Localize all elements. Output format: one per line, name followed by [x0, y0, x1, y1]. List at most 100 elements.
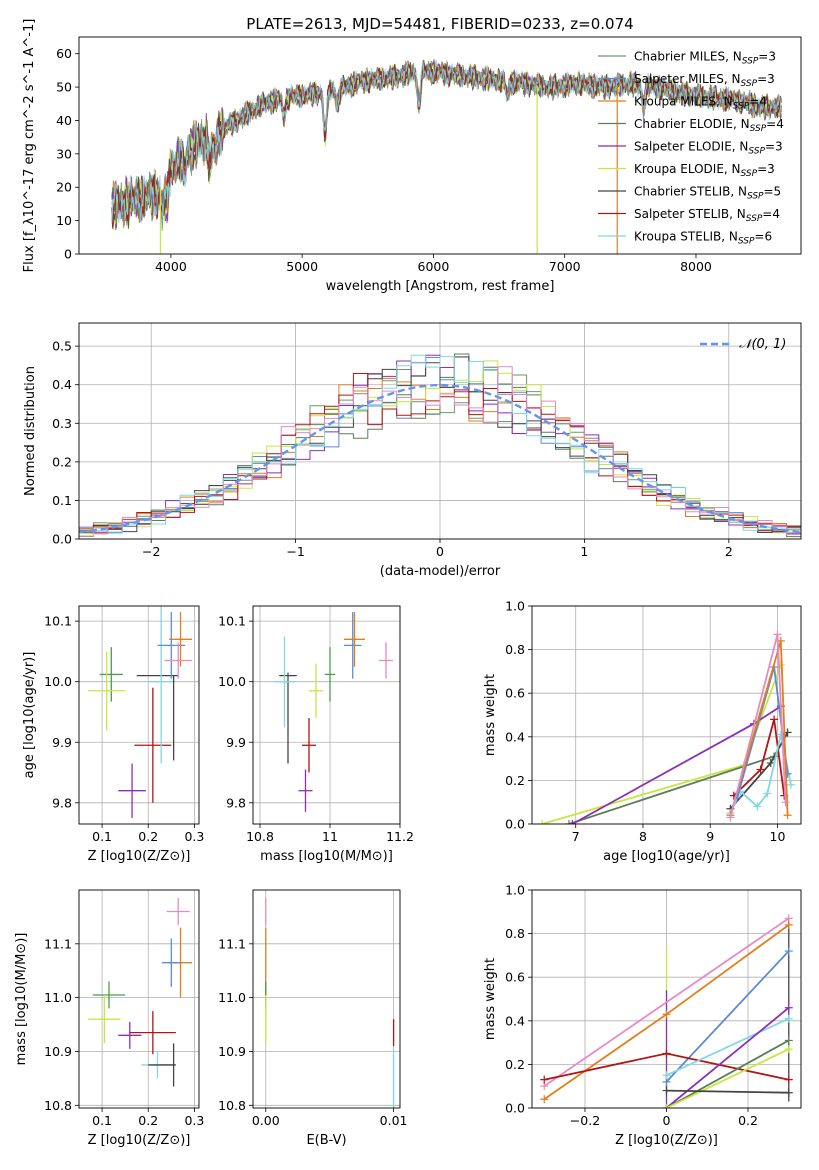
plot-mass-vs-Z — [88, 898, 193, 1087]
weight-marker — [662, 1049, 671, 1058]
x-axis-label: Z [log10(Z/Z⊙)] — [88, 849, 191, 864]
legend-subscript: SSP — [746, 214, 763, 224]
x-tick-label: 4000 — [155, 259, 187, 274]
legend-subscript: SSP — [733, 102, 750, 112]
legend-subscript: SSP — [747, 192, 764, 202]
errorbar-point — [129, 1011, 176, 1055]
x-tick-label: 0 — [436, 544, 444, 559]
x-tick-label: 8000 — [680, 259, 712, 274]
legend-value: =6 — [754, 230, 772, 244]
x-tick-label: 0.2 — [138, 829, 158, 844]
legend-value: =3 — [757, 162, 775, 176]
weight-marker — [726, 813, 735, 822]
legend-subscript: SSP — [741, 79, 758, 89]
weight-marker — [766, 758, 775, 767]
axes-frame — [252, 889, 401, 1109]
x-tick-label: 7 — [572, 829, 580, 844]
errorbar-point — [166, 898, 190, 925]
plot-residuals — [79, 353, 801, 538]
errorbar-point — [92, 981, 126, 1009]
weight-series — [666, 1089, 789, 1094]
errorbar-point — [344, 612, 365, 667]
y-tick-label: 1.0 — [505, 599, 525, 614]
legend-label: Kroupa ELODIE, NSSP=3 — [634, 162, 775, 179]
y-tick-label: 0.0 — [52, 532, 72, 547]
legend-value: =4 — [749, 95, 767, 109]
weight-marker — [783, 811, 792, 820]
axes-mass-vs-EBV: 0.00 0.01 10.8 10.9 11.0 11.1 E(B-V) — [218, 889, 408, 1148]
y-tick-label: 11.1 — [218, 936, 246, 951]
axes-frame — [78, 322, 802, 540]
x-tick-label: 0.00 — [252, 1113, 280, 1128]
y-tick-label: 0.0 — [505, 1101, 525, 1116]
x-tick-label: 0.1 — [92, 1113, 112, 1128]
y-tick-label: 0.6 — [505, 970, 525, 985]
axes-age-vs-mass: 10.8 11 11.2 9.8 9.9 10.0 10.1 mass [log10(M/M⊙… — [218, 605, 414, 864]
axes-weight-vs-age: 7 8 9 10 0.0 0.2 0.4 0.6 0.8 1.0 age [log10(age/yr… — [483, 599, 802, 864]
weight-marker — [784, 1088, 793, 1097]
x-tick-label: 0 — [663, 1113, 671, 1128]
x-axis-label: wavelength [Angstrom, rest frame] — [326, 279, 555, 294]
weight-marker — [538, 820, 547, 824]
histogram-series — [79, 354, 801, 534]
x-tick-label: 6000 — [418, 259, 450, 274]
legend-label-text: Chabrier STELIB, N — [634, 185, 747, 199]
legend-subscript: SSP — [750, 124, 767, 134]
x-tick-label: 7000 — [549, 259, 581, 274]
legend-label: Chabrier ELODIE, NSSP=4 — [634, 117, 784, 134]
errorbar-point — [298, 769, 313, 812]
y-tick-label: 0 — [64, 247, 72, 262]
axes-weight-vs-Z: −0.2 0 0.2 0.0 0.2 0.4 0.6 0.8 1.0 Z [log10(Z/Z⊙)… — [483, 883, 802, 1148]
plot-mass-vs-EBV — [265, 898, 395, 1108]
x-tick-label: 10.8 — [246, 829, 274, 844]
y-tick-label: 10.1 — [44, 614, 72, 629]
axes-frame — [531, 889, 802, 1109]
weight-marker — [540, 1075, 549, 1084]
x-tick-label: 0.1 — [92, 829, 112, 844]
y-axis-label: age [log10(age/yr)] — [22, 652, 37, 779]
y-tick-label: 10 — [56, 213, 72, 228]
x-tick-label: 5000 — [286, 259, 318, 274]
weight-marker — [753, 802, 762, 811]
weight-marker — [784, 1075, 793, 1084]
y-tick-label: 0.6 — [505, 686, 525, 701]
legend-subscript: SSP — [748, 147, 765, 157]
axes-mass-vs-Z: 0.1 0.2 0.3 10.8 10.9 11.0 11.1 Z [log10(Z/Z⊙)]… — [14, 889, 204, 1148]
legend-label-text: Chabrier ELODIE, N — [634, 117, 750, 131]
y-tick-label: 0.4 — [52, 377, 72, 392]
y-tick-label: 1.0 — [505, 883, 525, 898]
y-tick-label: 11.0 — [44, 990, 72, 1005]
y-axis-label: mass [log10(M/M⊙)] — [14, 933, 29, 1066]
errorbar-point — [379, 642, 393, 679]
y-tick-label: 0.8 — [505, 642, 525, 657]
axes-frame — [78, 605, 200, 825]
legend-label-text: Salpeter MILES, N — [634, 72, 741, 86]
legend-value: =3 — [757, 72, 775, 86]
errorbar-point — [118, 1021, 142, 1049]
legend-subscript: SSP — [742, 57, 759, 67]
errorbar-point — [324, 647, 336, 702]
y-axis-label: Flux [f_λ10^-17 erg cm^-2 s^-1 A^-1] — [22, 19, 37, 273]
weight-series — [666, 1039, 790, 1108]
spectrum-line — [111, 59, 782, 224]
errorbar-point — [344, 612, 362, 679]
y-tick-label: 0.2 — [52, 454, 72, 469]
y-tick-label: 11.0 — [218, 990, 246, 1005]
y-tick-label: 0.3 — [52, 416, 72, 431]
x-tick-label: 11 — [322, 829, 338, 844]
legend-label-text: Kroupa ELODIE, N — [634, 162, 741, 176]
x-tick-label: −2 — [142, 544, 160, 559]
legend-subscript: SSP — [738, 237, 755, 247]
figure-title: PLATE=2613, MJD=54481, FIBERID=0233, z=0… — [246, 15, 633, 33]
legend-label: Salpeter MILES, NSSP=3 — [634, 72, 775, 89]
y-tick-label: 9.8 — [52, 795, 72, 810]
y-tick-label: 10.8 — [44, 1098, 72, 1113]
x-tick-label: 11.2 — [386, 829, 414, 844]
errorbar-point — [302, 718, 316, 773]
y-tick-label: 10.8 — [218, 1098, 246, 1113]
errorbar-point — [309, 663, 323, 719]
plot-age-vs-Z — [88, 606, 193, 818]
x-tick-label: 0.2 — [738, 1113, 758, 1128]
y-axis-label: mass weight — [483, 674, 498, 756]
y-tick-label: 0.4 — [505, 729, 525, 744]
